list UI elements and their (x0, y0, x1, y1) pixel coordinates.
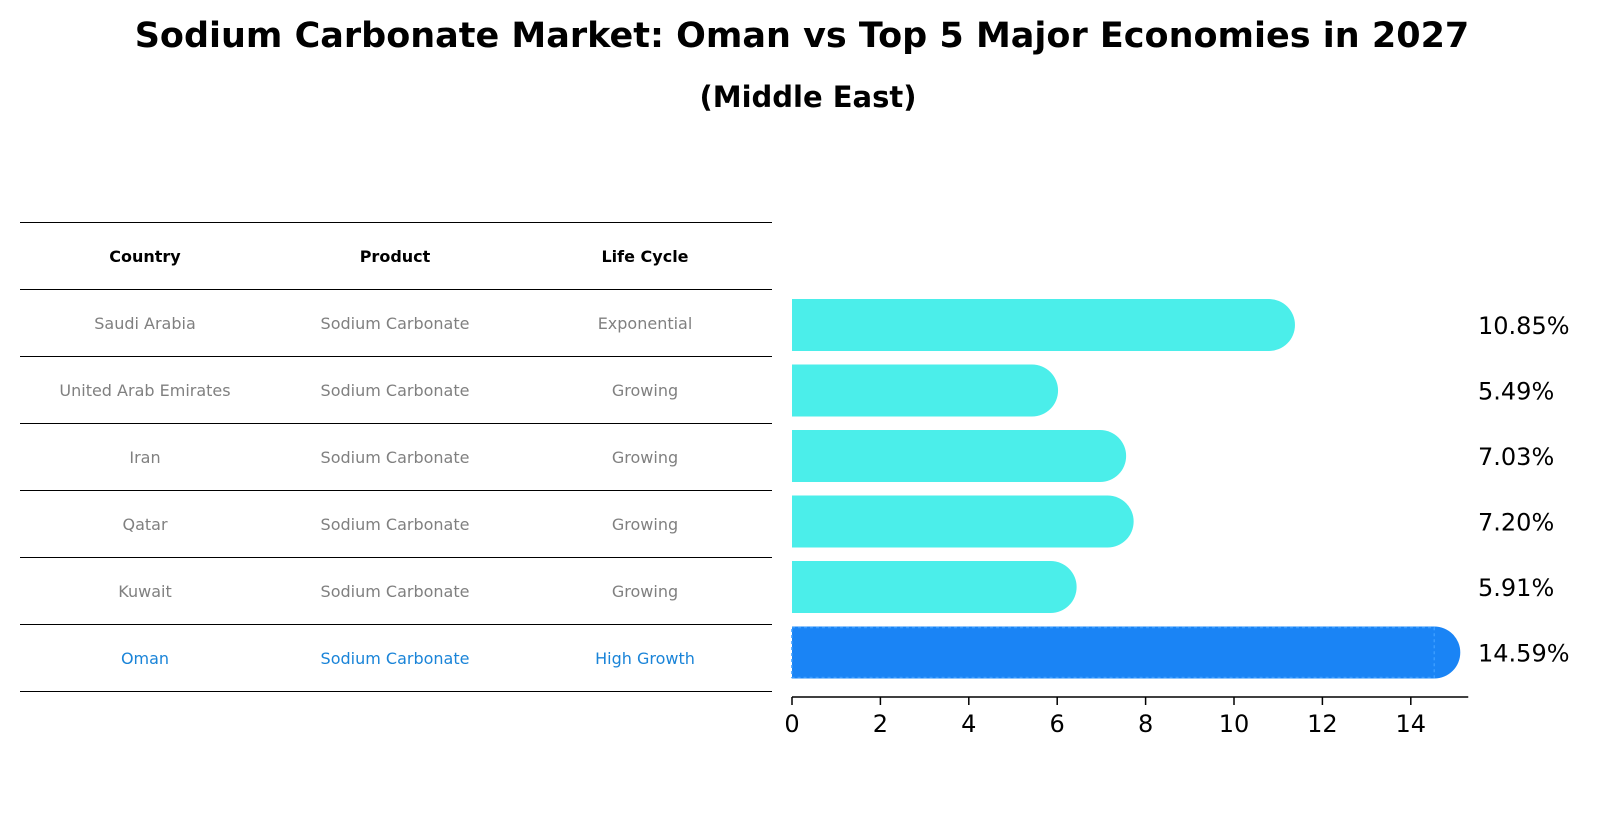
cell-product: Sodium Carbonate (320, 313, 470, 333)
header-country: Country (109, 246, 181, 266)
chart-subtitle: (Middle East) (699, 80, 917, 114)
bar-value-label: 5.49% (1478, 378, 1554, 406)
cell-product: Sodium Carbonate (320, 581, 470, 601)
cell-life-cycle: Growing (611, 581, 679, 601)
value-labels-group: 10.85% 5.49% 7.03% 7.20% 5.91% 14.59% (1478, 312, 1570, 668)
cell-country: Oman (120, 648, 170, 668)
chart-title: Sodium Carbonate Market: Oman vs Top 5 M… (134, 16, 1470, 56)
bar-highlight-outline (791, 626, 1436, 679)
x-axis: 0 2 4 6 8 10 12 14 (784, 696, 1469, 738)
bar-value-label: 7.20% (1478, 509, 1554, 537)
x-tick-label: 0 (784, 710, 799, 738)
bar-value-label: 5.91% (1478, 574, 1554, 602)
table-row: Kuwait Sodium Carbonate Growing (20, 557, 772, 624)
cell-country: Saudi Arabia (94, 313, 196, 333)
table-row: Saudi Arabia Sodium Carbonate Exponentia… (20, 289, 772, 356)
table-row-highlighted: Oman Sodium Carbonate High Growth (20, 624, 772, 692)
header-life-cycle: Life Cycle (601, 246, 689, 266)
bar-oman (792, 626, 1461, 679)
x-tick-label: 10 (1219, 710, 1250, 738)
cell-country: Qatar (122, 514, 168, 534)
cell-life-cycle: Growing (611, 514, 679, 534)
bar-value-label: 14.59% (1478, 640, 1570, 668)
table-row: Iran Sodium Carbonate Growing (20, 423, 772, 490)
bar-kuwait (792, 561, 1077, 613)
cell-life-cycle: High Growth (595, 648, 695, 668)
x-tick-label: 6 (1050, 710, 1065, 738)
table-row: United Arab Emirates Sodium Carbonate Gr… (20, 356, 772, 423)
table-row: Qatar Sodium Carbonate Growing (20, 490, 772, 557)
x-tick-label: 8 (1138, 710, 1153, 738)
x-tick-label: 12 (1307, 710, 1338, 738)
x-tick-label: 4 (961, 710, 976, 738)
bars-group (791, 299, 1461, 679)
cell-country: Kuwait (118, 581, 172, 601)
cell-life-cycle: Growing (611, 380, 679, 400)
cell-life-cycle: Exponential (597, 313, 693, 333)
header-product: Product (359, 246, 431, 266)
cell-product: Sodium Carbonate (320, 514, 470, 534)
table-header-row: Country Product Life Cycle (20, 222, 772, 289)
bar-value-label: 10.85% (1478, 312, 1570, 340)
bar-value-label: 7.03% (1478, 443, 1554, 471)
cell-product: Sodium Carbonate (320, 380, 470, 400)
data-table: Country Product Life Cycle Saudi Arabia … (20, 222, 772, 692)
cell-country: United Arab Emirates (59, 380, 231, 400)
bar-united-arab-emirates (792, 364, 1059, 417)
x-tick-label: 2 (873, 710, 888, 738)
cell-country: Iran (129, 447, 161, 467)
cell-life-cycle: Growing (611, 447, 679, 467)
cell-product: Sodium Carbonate (320, 648, 470, 668)
x-tick-label: 14 (1396, 710, 1427, 738)
cell-product: Sodium Carbonate (320, 447, 470, 467)
bar-iran (792, 430, 1127, 482)
bar-saudi-arabia (792, 299, 1295, 351)
bar-qatar (792, 495, 1134, 548)
